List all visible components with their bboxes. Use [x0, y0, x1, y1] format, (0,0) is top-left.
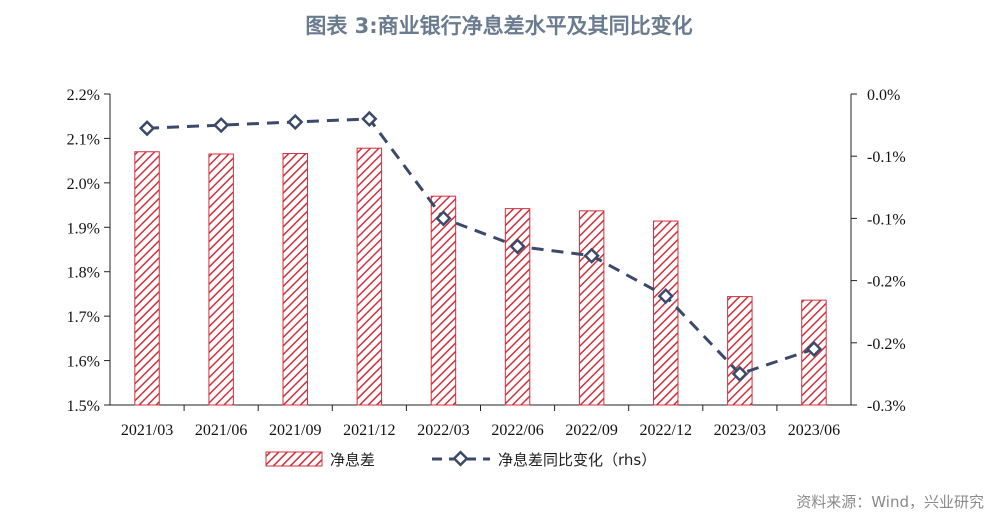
- line-point: [509, 238, 526, 255]
- bar: [578, 210, 605, 406]
- bar: [134, 151, 160, 406]
- bar-series: [134, 147, 827, 406]
- chart-title: 图表 3:商业银行净息差水平及其同比变化: [305, 14, 693, 38]
- left-tick-label: 2.1%: [67, 131, 100, 148]
- line-point: [657, 288, 674, 305]
- x-tick-label: 2021/12: [343, 422, 395, 439]
- bar: [208, 153, 234, 406]
- left-tick-label: 2.0%: [67, 176, 100, 193]
- line-path: [146, 117, 815, 376]
- bar: [356, 147, 383, 406]
- bar: [430, 195, 457, 406]
- x-tick-label: 2022/12: [640, 422, 692, 439]
- legend: 净息差 净息差同比变化（rhs）: [265, 450, 656, 469]
- legend-bar-label: 净息差: [330, 451, 375, 469]
- legend-bar-swatch: [265, 451, 323, 467]
- left-tick-label: 1.6%: [67, 354, 100, 371]
- x-tick-label: 2022/03: [417, 422, 469, 439]
- bar: [504, 208, 531, 406]
- x-tick-label: 2022/09: [565, 422, 617, 439]
- right-tick-label: -0.2%: [867, 274, 906, 291]
- x-axis-ticks: 2021/03 2021/06 2021/09 2021/12 2022/03 2022/…: [121, 405, 840, 439]
- source-note: 资料来源：Wind，兴业研究: [796, 493, 984, 511]
- right-tick-label: -0.1%: [867, 211, 906, 228]
- left-tick-label: 1.9%: [67, 220, 100, 237]
- line-point: [361, 110, 378, 128]
- line-point: [583, 247, 600, 264]
- bar: [282, 153, 308, 406]
- x-tick-label: 2022/06: [491, 422, 543, 439]
- x-tick-label: 2023/06: [788, 422, 840, 439]
- x-tick-label: 2021/03: [121, 422, 173, 439]
- legend-line-label: 净息差同比变化（rhs）: [498, 451, 656, 469]
- x-tick-label: 2023/03: [714, 422, 766, 439]
- left-tick-label: 1.8%: [67, 265, 100, 282]
- right-tick-label: -0.3%: [867, 398, 906, 415]
- right-tick-label: 0.0%: [867, 87, 900, 104]
- left-axis-ticks: 1.5% 1.6% 1.7% 1.8% 1.9% 2.0% 2.1% 2.2%: [67, 87, 110, 415]
- line-point: [138, 120, 156, 137]
- line-point: [287, 113, 304, 131]
- left-tick-label: 1.5%: [67, 398, 100, 415]
- x-tick-label: 2021/09: [269, 422, 321, 439]
- line-point: [805, 340, 823, 358]
- right-axis-ticks: -0.3% -0.2% -0.2% -0.1% -0.1% 0.0%: [851, 87, 906, 415]
- line-series: [138, 110, 823, 383]
- left-tick-label: 1.7%: [67, 309, 100, 326]
- right-tick-label: -0.2%: [867, 336, 906, 353]
- line-point: [435, 210, 452, 227]
- line-point: [213, 116, 230, 134]
- bar: [653, 220, 679, 406]
- line-point: [731, 365, 748, 383]
- right-tick-label: -0.1%: [867, 149, 906, 166]
- legend-line-marker: [452, 450, 469, 467]
- x-tick-label: 2021/06: [195, 422, 247, 439]
- left-tick-label: 2.2%: [67, 87, 100, 104]
- bar: [727, 296, 753, 406]
